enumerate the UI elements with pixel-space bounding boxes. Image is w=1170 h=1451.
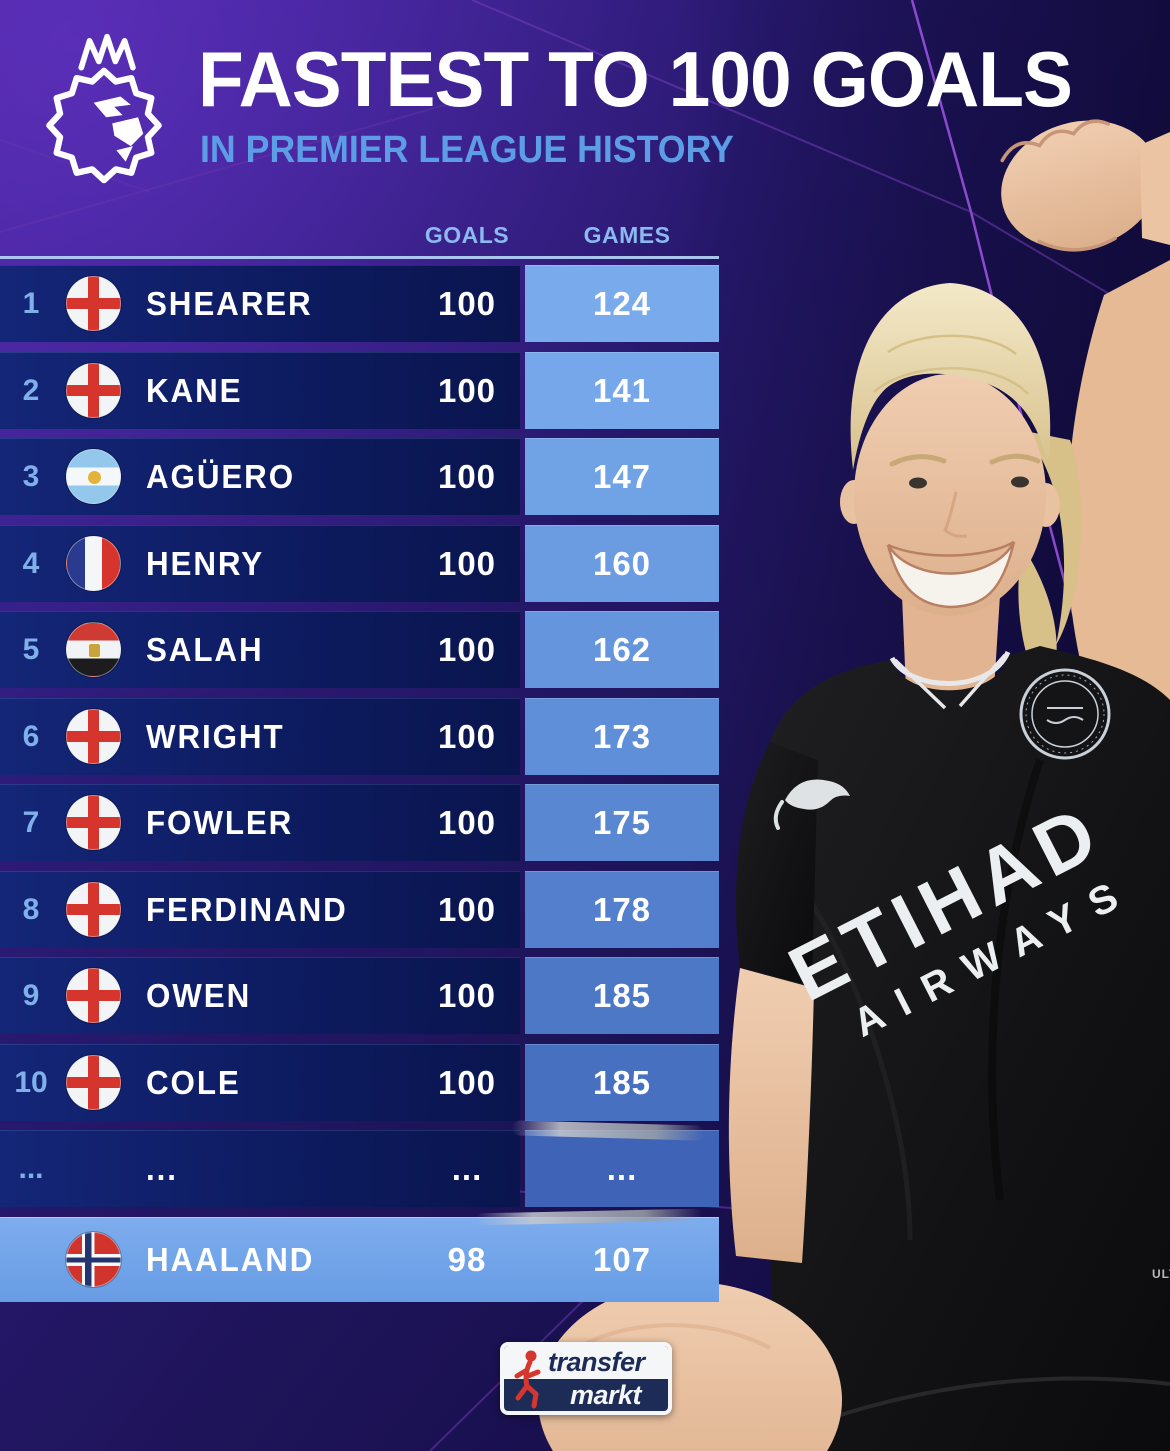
player-photo-haaland: ETIHAD AIRWAYS ULTR (538, 119, 1170, 1451)
player-name: ... (146, 1150, 178, 1187)
player-name: KANE (146, 371, 243, 409)
rank-label: 8 (22, 892, 40, 926)
transfermarkt-wordmark-bottom: markt (570, 1380, 642, 1410)
games-cell: 178 (525, 870, 719, 948)
goals-value: 100 (437, 285, 497, 322)
games-cell: 162 (525, 611, 719, 688)
shorts-label: ULTR (1152, 1267, 1170, 1281)
games-cell: 107 (592, 1240, 652, 1278)
games-cell: 185 (525, 957, 719, 1034)
player-fist (1000, 119, 1159, 252)
transfermarkt-wordmark-top: transfer (548, 1347, 645, 1377)
table-row-ellipsis: ... ... ... ... (0, 1130, 719, 1207)
premier-league-lion-icon (46, 33, 162, 184)
page-subtitle: IN PREMIER LEAGUE HISTORY (200, 129, 734, 171)
table-row: 185 10 COLE 100 (0, 1043, 719, 1121)
rank-label: ... (18, 1152, 44, 1185)
flag-icon (66, 1054, 121, 1110)
goals-value: ... (451, 1150, 483, 1187)
player-hair-back (1020, 430, 1082, 645)
games-cell: 124 (525, 265, 719, 342)
goals-value: 100 (437, 977, 497, 1014)
goals-value: 100 (437, 717, 497, 755)
rank-label: 1 (22, 287, 40, 320)
rank-label: 3 (22, 460, 40, 493)
rank-label: 2 (22, 373, 40, 407)
table-row: 185 9 OWEN 100 (0, 957, 719, 1034)
player-face (854, 374, 1046, 616)
flag-icon (66, 708, 121, 764)
player-name: FERDINAND (146, 890, 348, 928)
goals-value: 100 (437, 804, 497, 841)
ranking-table: 124 1 SHEARER 100 141 2 KANE 100 147 3 A… (0, 265, 719, 1311)
games-cell: 185 (525, 1043, 719, 1121)
table-row-haaland-highlight: 107 HAALAND 98 (0, 1216, 719, 1302)
goals-value: 100 (437, 458, 497, 495)
player-name: SALAH (146, 631, 264, 668)
flag-icon (66, 1231, 121, 1287)
table-row: 160 4 HENRY 100 (0, 524, 719, 602)
rank-label: 6 (22, 719, 40, 753)
flag-icon (66, 535, 121, 591)
goals-value: 100 (437, 371, 497, 409)
player-name: HAALAND (146, 1240, 315, 1278)
rank-label: 4 (22, 546, 40, 580)
flag-icon (66, 795, 121, 850)
table-row: 173 6 WRIGHT 100 (0, 697, 719, 775)
rank-label (0, 1217, 62, 1302)
rank-label: 9 (22, 979, 40, 1012)
player-name: OWEN (146, 977, 252, 1014)
player-name: FOWLER (146, 804, 294, 841)
flag-icon (66, 449, 121, 504)
games-cell: ... (525, 1130, 719, 1207)
flag-icon (66, 362, 121, 418)
table-row: 124 1 SHEARER 100 (0, 265, 719, 342)
row-background (0, 1130, 520, 1207)
goals-value: 100 (437, 1063, 497, 1101)
player-hair (850, 283, 1051, 470)
rank-label: 5 (22, 633, 40, 666)
player-name: HENRY (146, 544, 265, 582)
games-cell: 175 (525, 784, 719, 861)
goals-value: 100 (437, 890, 497, 928)
rank-label: 10 (14, 1065, 48, 1099)
goals-value: 98 (447, 1240, 487, 1278)
table-row: 147 3 AGÜERO 100 (0, 438, 719, 515)
goals-value: 100 (437, 631, 497, 668)
table-row: 162 5 SALAH 100 (0, 611, 719, 688)
player-name: SHEARER (146, 285, 313, 322)
flag-icon (66, 881, 121, 937)
games-cell: 141 (525, 351, 719, 429)
transfermarkt-runner-icon (514, 1350, 541, 1409)
player-arm (1066, 260, 1170, 700)
city-badge-icon (1019, 668, 1111, 760)
transfermarkt-logo: transfer markt (500, 1342, 672, 1415)
player-shirt (764, 646, 1170, 1451)
games-cell: 173 (525, 697, 719, 775)
puma-logo-icon (785, 779, 850, 810)
games-cell: 147 (525, 438, 719, 515)
table-top-divider (0, 256, 719, 259)
goals-value: 100 (437, 544, 497, 582)
player-smile (886, 541, 1016, 609)
page-title: FASTEST TO 100 GOALS (198, 35, 1073, 123)
column-header-goals: GOALS (424, 222, 510, 248)
table-row: 175 7 FOWLER 100 (0, 784, 719, 861)
games-cell: 160 (525, 524, 719, 602)
column-header-games: GAMES (583, 222, 671, 248)
table-row: 141 2 KANE 100 (0, 351, 719, 429)
player-name: COLE (146, 1063, 241, 1101)
table-row: 178 8 FERDINAND 100 (0, 870, 719, 948)
flag-icon (66, 622, 121, 677)
player-name: WRIGHT (146, 717, 285, 755)
flag-icon (66, 968, 121, 1023)
player-name: AGÜERO (146, 458, 296, 495)
flag-icon (66, 276, 121, 331)
rank-label: 7 (22, 806, 40, 839)
